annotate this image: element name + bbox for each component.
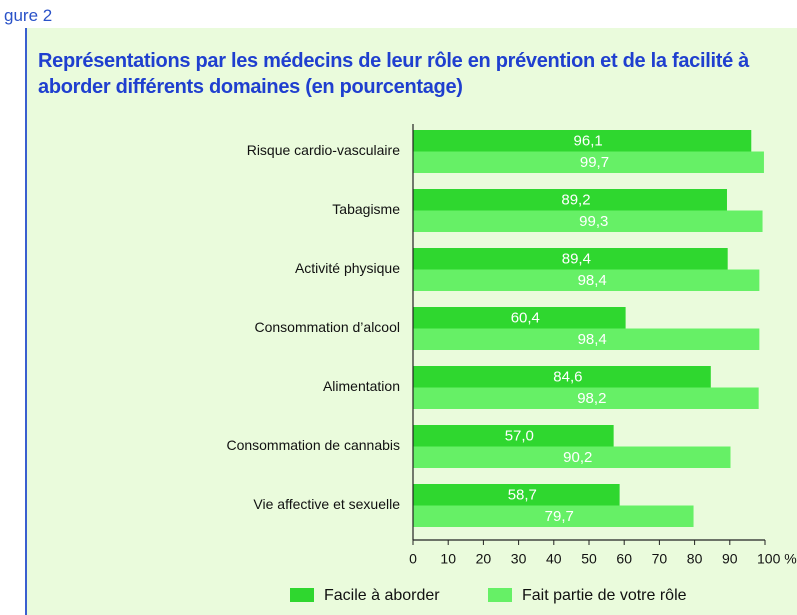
value-label: 98,4 [578, 272, 607, 289]
legend-label: Facile à aborder [324, 587, 440, 604]
x-tick-label: 100 % [757, 551, 797, 567]
value-label: 98,2 [577, 390, 606, 407]
bar [413, 425, 614, 447]
bar [413, 328, 760, 350]
value-label: 99,3 [579, 213, 608, 230]
x-tick-label: 10 [440, 551, 456, 567]
value-label: 98,4 [578, 331, 607, 348]
figure-label: gure 2 [4, 6, 53, 25]
value-label: 57,0 [505, 428, 534, 445]
x-tick-label: 40 [546, 551, 562, 567]
bar [413, 248, 728, 270]
x-tick-label: 80 [687, 551, 703, 567]
value-label: 60,4 [511, 310, 540, 327]
bar [413, 189, 727, 211]
value-label: 79,7 [545, 508, 574, 525]
legend-swatch [488, 588, 512, 602]
value-label: 99,7 [580, 154, 609, 171]
category-label: Activité physique [295, 260, 400, 276]
legend-label: Fait partie de votre rôle [522, 587, 687, 604]
value-label: 96,1 [574, 133, 603, 150]
value-label: 58,7 [508, 487, 537, 504]
bar [413, 505, 694, 527]
category-label: Consommation d’alcool [254, 319, 400, 335]
bar [413, 387, 759, 409]
chart-title: Représentations par les médecins de leur… [38, 50, 749, 98]
x-tick-label: 30 [511, 551, 527, 567]
x-tick-label: 90 [722, 551, 738, 567]
category-label: Tabagisme [332, 201, 400, 217]
bar [413, 307, 626, 329]
bar [413, 484, 620, 506]
bar [413, 210, 763, 232]
x-tick-label: 60 [616, 551, 632, 567]
x-tick-label: 20 [476, 551, 492, 567]
x-tick-label: 70 [652, 551, 668, 567]
x-tick-label: 0 [409, 551, 417, 567]
value-label: 89,2 [561, 192, 590, 209]
value-label: 89,4 [562, 251, 591, 268]
bar [413, 130, 752, 152]
x-tick-label: 50 [581, 551, 597, 567]
bar [413, 446, 731, 468]
bar [413, 366, 711, 388]
bar [413, 269, 760, 291]
category-label: Consommation de cannabis [226, 437, 400, 453]
legend-swatch [290, 588, 314, 602]
category-label: Vie affective et sexuelle [253, 496, 400, 512]
value-label: 84,6 [553, 369, 582, 386]
bar [413, 151, 764, 173]
value-label: 90,2 [563, 449, 592, 466]
category-label: Risque cardio-vasculaire [247, 142, 401, 158]
category-label: Alimentation [323, 378, 400, 394]
